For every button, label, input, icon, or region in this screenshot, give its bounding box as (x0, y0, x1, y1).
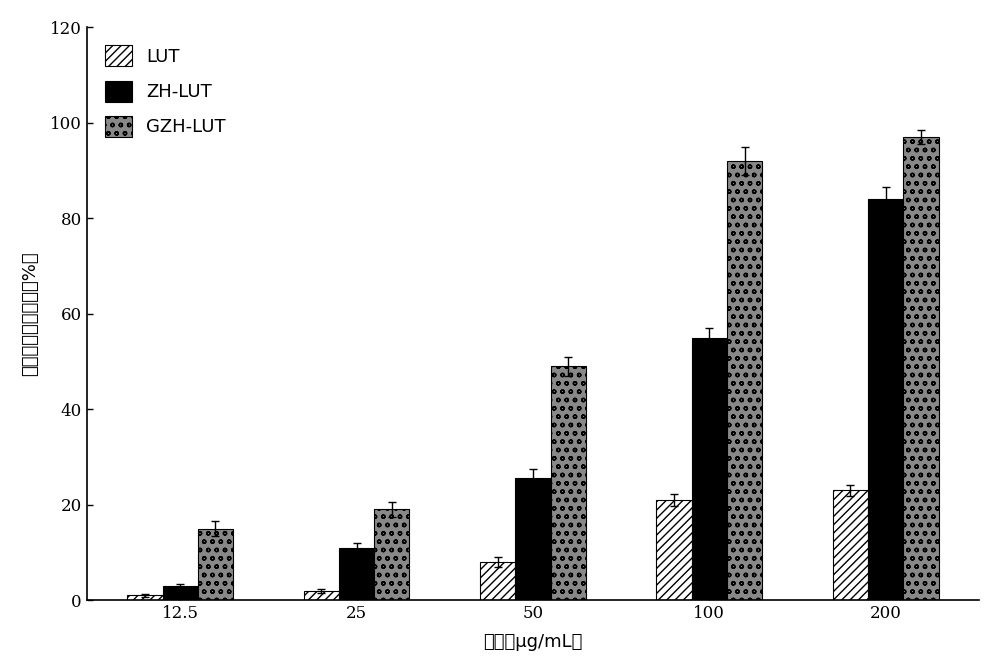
Bar (198, 529, 233, 600)
Y-axis label: 羟基自由基清除率（%）: 羟基自由基清除率（%） (21, 251, 39, 376)
Bar (480, 562, 515, 600)
Bar (515, 478, 551, 600)
Bar (339, 548, 374, 600)
Bar (656, 500, 692, 600)
Bar (727, 161, 762, 600)
Bar (374, 509, 409, 600)
Bar (868, 199, 903, 600)
Bar (692, 337, 727, 600)
Bar (163, 586, 198, 600)
Bar (551, 366, 586, 600)
Bar (304, 591, 339, 600)
Bar (127, 595, 163, 600)
Bar (833, 491, 868, 600)
X-axis label: 浓度（μg/mL）: 浓度（μg/mL） (483, 633, 583, 651)
Legend: LUT, ZH-LUT, GZH-LUT: LUT, ZH-LUT, GZH-LUT (96, 36, 235, 146)
Bar (903, 137, 939, 600)
